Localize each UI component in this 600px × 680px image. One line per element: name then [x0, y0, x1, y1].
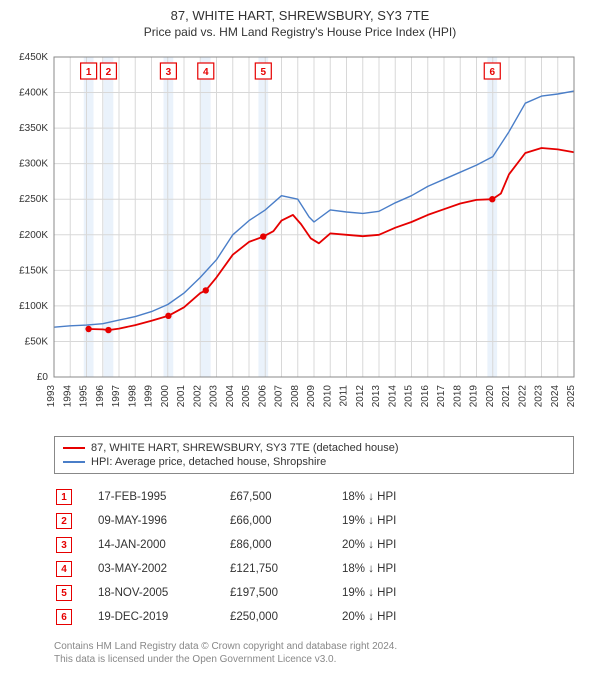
table-row: 4 03-MAY-2002£121,75018% ↓ HPI — [56, 558, 452, 580]
sale-date: 19-DEC-2019 — [98, 606, 228, 628]
table-row: 3 14-JAN-2000£86,00020% ↓ HPI — [56, 534, 452, 556]
sale-marker-badge: 2 — [56, 513, 72, 529]
footer-line-2: This data is licensed under the Open Gov… — [54, 653, 590, 666]
svg-text:2025: 2025 — [566, 385, 577, 408]
svg-text:2002: 2002 — [192, 385, 203, 408]
svg-text:5: 5 — [261, 67, 267, 78]
svg-text:£450K: £450K — [19, 52, 48, 63]
svg-text:2005: 2005 — [241, 385, 252, 408]
legend-swatch — [63, 447, 85, 449]
table-row: 2 09-MAY-1996£66,00019% ↓ HPI — [56, 510, 452, 532]
legend-item: HPI: Average price, detached house, Shro… — [63, 455, 565, 469]
svg-text:2014: 2014 — [387, 385, 398, 408]
sale-date: 09-MAY-1996 — [98, 510, 228, 532]
sale-date: 17-FEB-1995 — [98, 486, 228, 508]
svg-text:2010: 2010 — [322, 385, 333, 408]
svg-text:£350K: £350K — [19, 123, 48, 134]
sale-date: 14-JAN-2000 — [98, 534, 228, 556]
svg-text:1993: 1993 — [46, 385, 57, 408]
svg-text:1999: 1999 — [144, 385, 155, 408]
sale-price: £121,750 — [230, 558, 340, 580]
legend-label: 87, WHITE HART, SHREWSBURY, SY3 7TE (det… — [91, 442, 399, 454]
svg-text:2021: 2021 — [501, 385, 512, 408]
svg-text:2024: 2024 — [550, 385, 561, 408]
sale-hpi-delta: 20% ↓ HPI — [342, 606, 452, 628]
svg-text:2015: 2015 — [404, 385, 415, 408]
svg-text:2003: 2003 — [209, 385, 220, 408]
svg-text:2017: 2017 — [436, 385, 447, 408]
svg-text:£100K: £100K — [19, 301, 48, 312]
footer-attribution: Contains HM Land Registry data © Crown c… — [54, 640, 590, 666]
sale-price: £250,000 — [230, 606, 340, 628]
table-row: 6 19-DEC-2019£250,00020% ↓ HPI — [56, 606, 452, 628]
svg-text:1: 1 — [86, 67, 92, 78]
svg-text:2: 2 — [106, 67, 112, 78]
legend-label: HPI: Average price, detached house, Shro… — [91, 456, 326, 468]
svg-text:£400K: £400K — [19, 88, 48, 99]
svg-text:2006: 2006 — [257, 385, 268, 408]
svg-text:1996: 1996 — [95, 385, 106, 408]
sale-price: £67,500 — [230, 486, 340, 508]
svg-text:1998: 1998 — [127, 385, 138, 408]
legend-item: 87, WHITE HART, SHREWSBURY, SY3 7TE (det… — [63, 441, 565, 455]
sale-marker-badge: 4 — [56, 561, 72, 577]
page-subtitle: Price paid vs. HM Land Registry's House … — [10, 25, 590, 39]
sale-hpi-delta: 19% ↓ HPI — [342, 510, 452, 532]
svg-text:2020: 2020 — [485, 385, 496, 408]
svg-text:£150K: £150K — [19, 265, 48, 276]
footer-line-1: Contains HM Land Registry data © Crown c… — [54, 640, 590, 653]
sale-hpi-delta: 19% ↓ HPI — [342, 582, 452, 604]
chart-area: £0 £50K £100K £150K £200K £250K £300K £350K £400… — [10, 47, 590, 430]
sale-hpi-delta: 18% ↓ HPI — [342, 486, 452, 508]
sale-price: £197,500 — [230, 582, 340, 604]
svg-text:2013: 2013 — [371, 385, 382, 408]
svg-text:£250K: £250K — [19, 194, 48, 205]
svg-text:£200K: £200K — [19, 230, 48, 241]
legend-swatch — [63, 461, 85, 463]
sale-marker-badge: 1 — [56, 489, 72, 505]
svg-text:2009: 2009 — [306, 385, 317, 408]
svg-text:6: 6 — [489, 67, 495, 78]
svg-text:2011: 2011 — [339, 385, 350, 407]
sale-price: £66,000 — [230, 510, 340, 532]
svg-text:2008: 2008 — [290, 385, 301, 408]
sale-marker-badge: 3 — [56, 537, 72, 553]
svg-text:£0: £0 — [37, 372, 49, 383]
price-chart: £0 £50K £100K £150K £200K £250K £300K £350K £400… — [10, 47, 590, 427]
legend: 87, WHITE HART, SHREWSBURY, SY3 7TE (det… — [54, 436, 574, 474]
sale-marker-badge: 6 — [56, 609, 72, 625]
svg-text:2007: 2007 — [274, 385, 285, 408]
svg-text:4: 4 — [203, 67, 209, 78]
sale-price: £86,000 — [230, 534, 340, 556]
svg-text:2018: 2018 — [452, 385, 463, 408]
svg-text:2016: 2016 — [420, 385, 431, 408]
svg-text:2000: 2000 — [160, 385, 171, 408]
page-title: 87, WHITE HART, SHREWSBURY, SY3 7TE — [10, 8, 590, 23]
sale-hpi-delta: 20% ↓ HPI — [342, 534, 452, 556]
sales-table: 117-FEB-1995£67,50018% ↓ HPI209-MAY-1996… — [54, 484, 454, 630]
svg-text:£50K: £50K — [25, 336, 49, 347]
svg-text:1994: 1994 — [62, 385, 73, 408]
svg-text:2001: 2001 — [176, 385, 187, 408]
sale-hpi-delta: 18% ↓ HPI — [342, 558, 452, 580]
svg-text:3: 3 — [166, 67, 172, 78]
table-row: 5 18-NOV-2005£197,50019% ↓ HPI — [56, 582, 452, 604]
sale-date: 03-MAY-2002 — [98, 558, 228, 580]
svg-text:2004: 2004 — [225, 385, 236, 408]
svg-text:2022: 2022 — [517, 385, 528, 408]
svg-text:2019: 2019 — [469, 385, 480, 408]
table-row: 1 17-FEB-1995£67,50018% ↓ HPI — [56, 486, 452, 508]
svg-text:£300K: £300K — [19, 159, 48, 170]
svg-text:1997: 1997 — [111, 385, 122, 408]
svg-text:2012: 2012 — [355, 385, 366, 408]
sale-marker-badge: 5 — [56, 585, 72, 601]
svg-text:1995: 1995 — [79, 385, 90, 408]
sale-date: 18-NOV-2005 — [98, 582, 228, 604]
svg-text:2023: 2023 — [534, 385, 545, 408]
